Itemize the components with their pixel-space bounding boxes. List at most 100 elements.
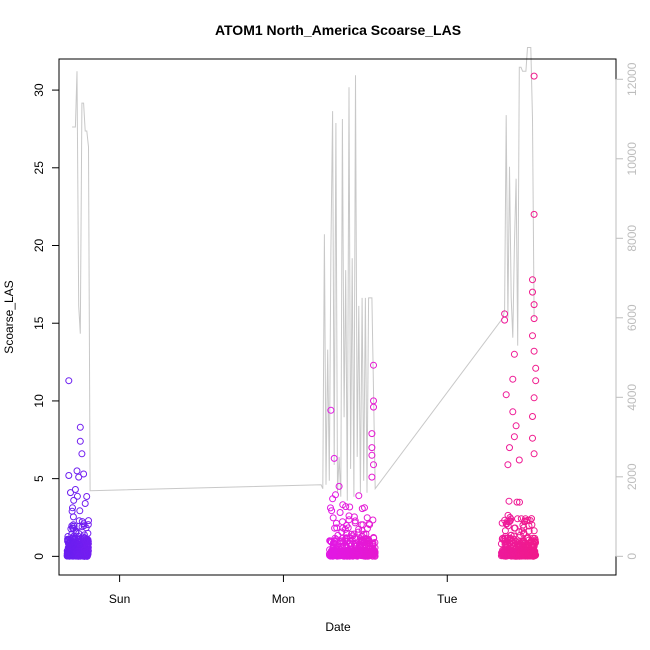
- data-point: [83, 550, 91, 558]
- data-point: [83, 493, 91, 500]
- data-point: [85, 517, 92, 525]
- data-point: [327, 504, 334, 512]
- data-point: [361, 504, 368, 512]
- data-point: [351, 552, 359, 559]
- data-point: [370, 461, 377, 469]
- data-point: [512, 422, 520, 430]
- y-tick-label: 5: [32, 475, 46, 482]
- data-point: [338, 528, 346, 536]
- y-tick-label: 25: [32, 161, 46, 175]
- y-axis-label: Scoarse_LAS: [2, 280, 16, 353]
- data-point: [77, 552, 85, 560]
- y2-tick-label: 10000: [625, 142, 639, 176]
- total-line: [72, 47, 535, 501]
- data-point: [509, 548, 517, 556]
- data-point: [506, 517, 514, 525]
- data-point: [502, 552, 510, 560]
- data-point: [334, 531, 342, 539]
- data-point: [69, 513, 77, 521]
- data-point: [73, 548, 81, 556]
- data-point: [65, 472, 73, 479]
- x-axis-label: Date: [325, 620, 351, 634]
- data-point: [355, 492, 363, 500]
- data-point: [365, 535, 373, 543]
- data-point: [65, 377, 73, 385]
- data-point: [510, 524, 518, 532]
- data-point: [330, 541, 338, 549]
- x-tick-label: Mon: [272, 592, 295, 606]
- data-point: [530, 527, 538, 535]
- data-point: [343, 538, 351, 545]
- data-point: [346, 503, 354, 511]
- data-point: [333, 524, 341, 532]
- data-point: [78, 450, 86, 458]
- data-point: [505, 497, 513, 505]
- total-line-layer: [72, 47, 535, 501]
- data-point: [520, 529, 528, 537]
- data-point: [504, 461, 512, 469]
- data-point: [369, 516, 377, 524]
- data-point: [343, 529, 351, 537]
- data-point: [69, 504, 76, 512]
- data-point: [520, 548, 528, 556]
- data-point: [68, 522, 76, 530]
- y-tick-label: 0: [32, 553, 46, 560]
- data-point: [335, 482, 343, 490]
- data-point: [345, 512, 353, 520]
- data-point: [368, 430, 376, 438]
- data-point: [529, 434, 536, 442]
- data-point: [326, 537, 334, 545]
- y-tick-label: 15: [32, 316, 46, 330]
- points-layer: [63, 72, 540, 560]
- y2-tick-label: 6000: [625, 304, 639, 331]
- data-point: [526, 517, 534, 524]
- x-tick-label: Tue: [437, 592, 458, 606]
- data-point: [73, 492, 81, 500]
- data-point: [80, 470, 88, 478]
- data-point: [517, 515, 525, 523]
- data-point: [368, 473, 376, 481]
- data-point: [343, 522, 350, 529]
- data-point: [530, 347, 538, 355]
- y2-tick-label: 8000: [625, 225, 639, 252]
- data-point: [70, 532, 78, 540]
- data-point: [529, 413, 536, 420]
- data-point: [530, 450, 538, 458]
- y-tick-label: 30: [32, 83, 46, 97]
- data-point: [329, 548, 337, 556]
- data-point: [370, 361, 377, 369]
- data-point: [368, 451, 376, 459]
- data-point: [342, 551, 350, 559]
- y2-tick-label: 0: [625, 553, 639, 560]
- data-point: [336, 509, 344, 516]
- data-point: [530, 394, 538, 402]
- data-point: [339, 518, 346, 526]
- data-point: [329, 495, 337, 503]
- data-point: [525, 540, 533, 548]
- data-point: [343, 544, 351, 552]
- data-point: [370, 547, 378, 555]
- data-point: [501, 316, 509, 324]
- data-point: [514, 515, 521, 523]
- y2-tick-label: 12000: [625, 62, 639, 96]
- data-point: [530, 552, 538, 560]
- data-point: [502, 391, 510, 399]
- data-point: [509, 375, 517, 383]
- data-point: [516, 498, 523, 506]
- data-point: [64, 537, 72, 545]
- data-point: [368, 444, 376, 452]
- data-point: [530, 549, 537, 557]
- bottom-axis: Sun Mon Tue: [109, 574, 458, 606]
- data-point: [342, 503, 350, 511]
- data-point: [530, 72, 538, 80]
- right-axis: 0 2000 4000 6000 8000 10000 12000: [615, 62, 639, 560]
- data-point: [76, 437, 84, 445]
- data-point: [510, 350, 518, 358]
- data-point: [327, 406, 335, 414]
- data-point: [337, 549, 345, 557]
- data-point: [510, 433, 518, 441]
- data-point: [516, 531, 524, 539]
- data-point: [518, 527, 526, 535]
- data-point: [80, 531, 88, 539]
